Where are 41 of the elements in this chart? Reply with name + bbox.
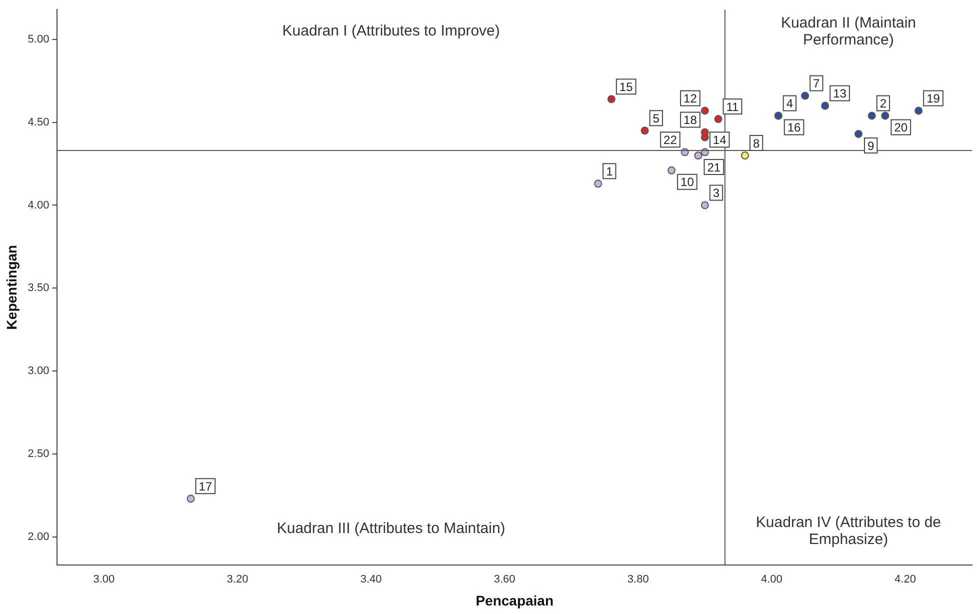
annotation: 7 xyxy=(813,76,820,91)
annotation: 14 xyxy=(712,132,727,147)
annotation: 15 xyxy=(619,80,634,94)
annotation: 18 xyxy=(684,113,698,128)
annotation: Kuadran IV (Attributes to de Emphasize) xyxy=(756,514,942,548)
annotation: 16 xyxy=(787,120,802,135)
annotation: 3 xyxy=(712,186,720,200)
x-axis-title: Pencapaian xyxy=(476,592,554,608)
annotation: 4 xyxy=(786,96,794,111)
y-tick-label: 5.00 xyxy=(28,33,50,46)
y-tick-label: 3.00 xyxy=(28,365,50,378)
y-axis-title: Kepentingan xyxy=(3,244,20,330)
y-tick-label: 4.50 xyxy=(28,116,50,128)
annotation: 17 xyxy=(198,479,212,494)
annotation: 1 xyxy=(606,164,614,178)
annotation: 12 xyxy=(684,92,698,106)
y-tick-label: 3.50 xyxy=(28,282,50,294)
annotation: 20 xyxy=(894,120,908,135)
x-tick-label: 4.00 xyxy=(760,574,782,586)
annotation: 11 xyxy=(726,100,740,114)
annotation: 10 xyxy=(680,175,694,190)
x-tick-label: 4.20 xyxy=(894,574,916,586)
x-tick-label: 3.20 xyxy=(226,574,248,586)
annotation: Kuadran III (Attributes to Maintain) xyxy=(276,520,506,538)
annotation: 21 xyxy=(707,160,721,174)
annotation: Kuadran II (Maintain Performance) xyxy=(780,14,916,49)
y-tick-label: 2.50 xyxy=(28,448,50,460)
x-tick-label: 3.60 xyxy=(494,574,516,586)
annotation: 2 xyxy=(880,96,887,111)
x-tick-label: 3.00 xyxy=(93,574,115,586)
annotation: 13 xyxy=(833,86,847,101)
y-tick-label: 2.00 xyxy=(28,530,50,543)
y-tick-label: 4.00 xyxy=(28,199,50,212)
annotation: 19 xyxy=(926,92,940,106)
annotation: 8 xyxy=(752,136,760,150)
annotation: Kuadran I (Attributes to Improve) xyxy=(282,22,500,40)
x-tick-label: 3.80 xyxy=(627,574,649,586)
annotation: 9 xyxy=(867,138,874,153)
annotation: 22 xyxy=(664,132,678,147)
annotation: 5 xyxy=(652,111,660,126)
x-tick-label: 3.40 xyxy=(360,574,382,586)
